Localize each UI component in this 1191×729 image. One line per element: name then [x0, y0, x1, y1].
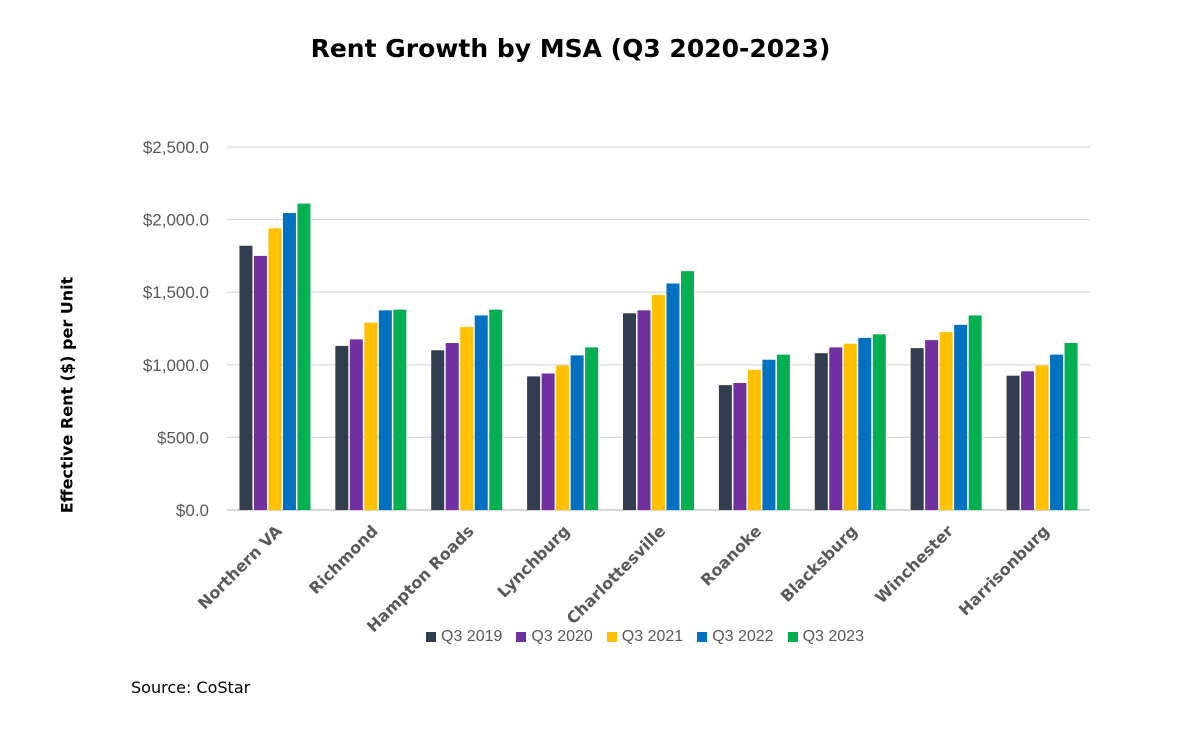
bar: [393, 309, 407, 510]
bar: [652, 295, 665, 510]
bar: [1050, 354, 1064, 510]
bar: [925, 340, 939, 510]
bar: [733, 382, 747, 510]
legend-swatch: [606, 632, 617, 642]
bar: [541, 373, 555, 510]
x-tick-label: Northern VA: [194, 521, 286, 613]
legend-label: Q3 2021: [621, 628, 684, 645]
source-note: Source: CoStar: [131, 678, 251, 697]
x-tick-label: Richmond: [305, 521, 382, 598]
y-tick-label: $500.0: [157, 428, 209, 447]
bar: [297, 203, 311, 511]
x-tick-label: Roanoke: [697, 521, 765, 589]
bar: [570, 355, 584, 510]
legend-item: Q3 2019: [426, 628, 502, 646]
bar: [872, 334, 886, 510]
bars: [239, 203, 1078, 511]
bar: [585, 347, 599, 510]
bar: [253, 255, 267, 510]
legend-item: Q3 2023: [787, 628, 864, 646]
legend-swatch: [787, 632, 798, 642]
legend-label: Q3 2020: [531, 628, 593, 645]
bar: [814, 353, 828, 510]
bar: [1064, 343, 1078, 510]
legend-item: Q3 2020: [516, 628, 593, 646]
bar: [349, 339, 363, 510]
y-tick-label: $0.0: [176, 501, 209, 520]
bar: [858, 337, 872, 510]
bar: [718, 385, 732, 510]
y-tick-label: $1,000.0: [143, 356, 209, 375]
bar: [954, 324, 968, 510]
bar: [378, 310, 392, 510]
bar: [282, 213, 296, 511]
bar: [843, 343, 857, 510]
bar: [762, 359, 776, 510]
legend-item: Q3 2021: [606, 628, 684, 646]
bar: [335, 345, 349, 510]
bar: [268, 228, 282, 510]
legend: Q3 2019 Q3 2020 Q3 2021 Q3 2022 Q3 2023: [0, 628, 1191, 646]
y-axis-ticks: $0.0 $500.0 $1,000.0 $1,500.0 $2,000.0 $2,500…: [143, 138, 209, 520]
bar: [1006, 375, 1020, 510]
bar: [776, 354, 790, 510]
legend-label: Q3 2023: [802, 628, 864, 645]
bar: [939, 332, 953, 510]
bar: [489, 309, 503, 510]
bar: [666, 283, 680, 510]
legend-label: Q3 2019: [441, 628, 503, 645]
y-tick-label: $1,500.0: [143, 283, 209, 302]
bar: [681, 271, 694, 510]
y-tick-label: $2,000.0: [143, 211, 209, 230]
bar: [829, 347, 843, 510]
y-tick-label: $2,500.0: [143, 138, 209, 157]
x-tick-label: Winchester: [871, 521, 957, 607]
bar: [460, 327, 474, 510]
bar: [637, 310, 651, 510]
bar: [910, 348, 924, 510]
x-tick-label: Hampton Roads: [363, 521, 478, 636]
legend-swatch: [516, 632, 527, 642]
bar: [239, 245, 253, 510]
legend-swatch: [426, 632, 437, 642]
bar: [968, 315, 982, 510]
chart-title: Rent Growth by MSA (Q3 2020-2023): [310, 34, 831, 63]
bar: [747, 369, 761, 510]
x-tick-label: Lynchburg: [494, 521, 574, 601]
legend-item: Q3 2022: [697, 628, 774, 646]
legend-swatch: [697, 632, 708, 642]
x-tick-label: Charlottesville: [563, 521, 670, 628]
legend-label: Q3 2022: [712, 628, 774, 645]
bar: [445, 343, 459, 510]
bar: [623, 313, 636, 510]
bar: [527, 376, 541, 510]
bar: [474, 315, 488, 510]
bar: [1035, 365, 1049, 510]
x-tick-label: Harrisonburg: [955, 521, 1053, 619]
bar: [431, 350, 445, 510]
bar: [556, 365, 570, 510]
x-tick-label: Blacksburg: [777, 521, 861, 605]
bar: [1021, 371, 1035, 510]
bar: [364, 322, 378, 510]
